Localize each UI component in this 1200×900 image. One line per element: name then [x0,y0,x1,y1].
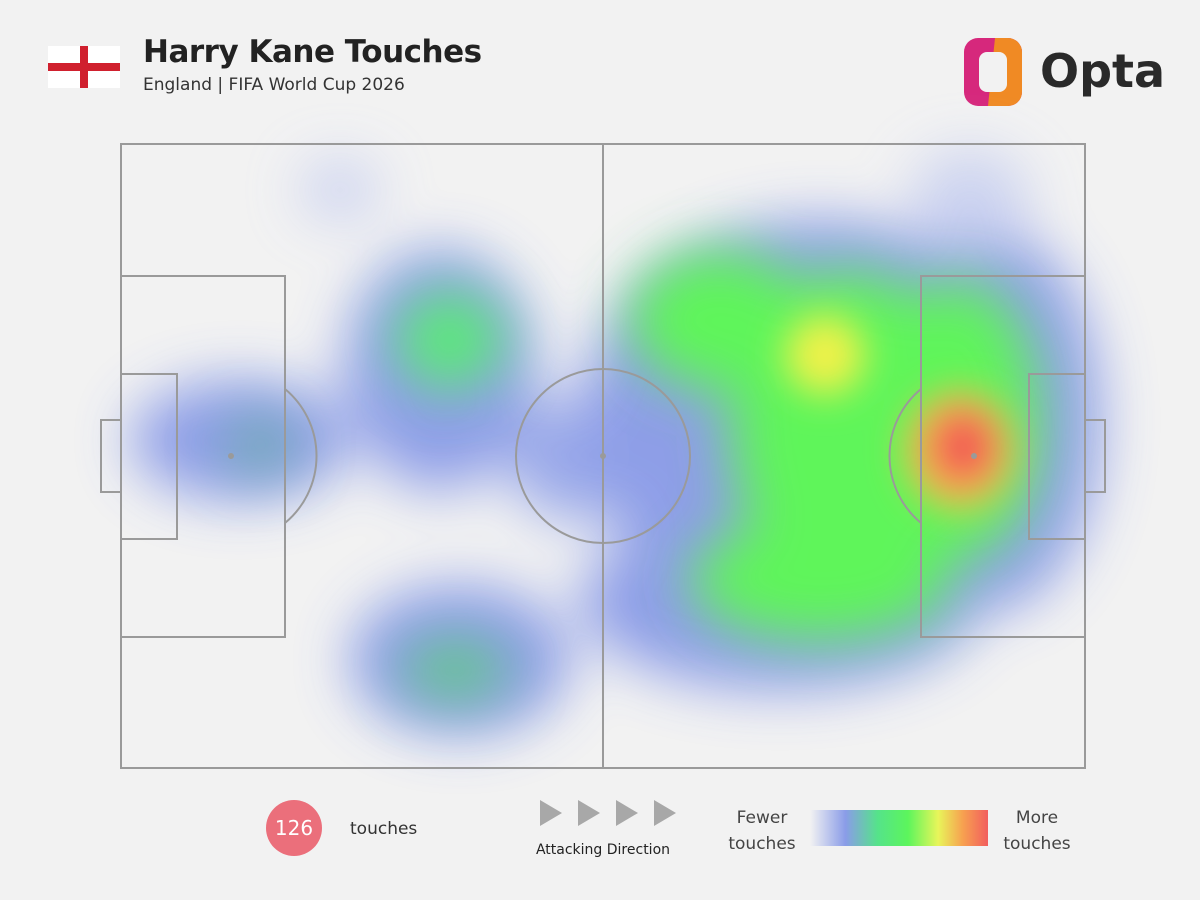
brand-logo [964,38,1022,106]
pitch [100,143,1106,769]
subtitle: England | FIFA World Cup 2026 [143,75,405,95]
title: Harry Kane Touches [143,34,482,70]
touches-label: touches [350,819,418,839]
legend-gradient [810,810,988,846]
touches-count: 126 [266,800,322,856]
direction-label: Attacking Direction [535,842,671,858]
legend-low: Fewer touches [728,808,796,854]
heatmap [130,150,1100,735]
direction-arrows [540,800,676,826]
flag [48,46,120,88]
brand: Opta [1040,44,1166,98]
legend-high: More touches [1003,808,1071,854]
